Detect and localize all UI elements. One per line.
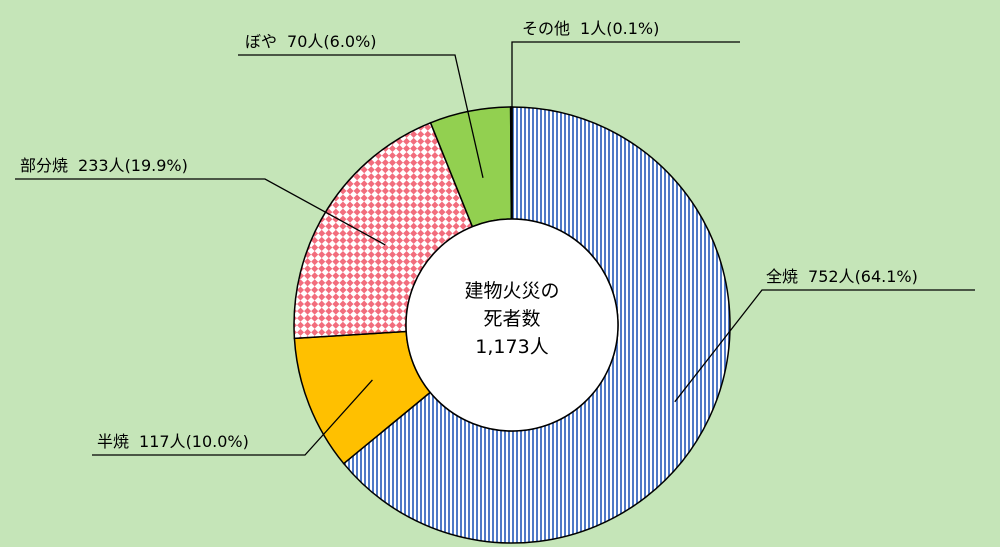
- leader-line-1: [92, 379, 373, 456]
- leader-line-0: [674, 289, 975, 403]
- center-label-line-3: 1,173人: [475, 336, 548, 358]
- leader-line-3: [238, 54, 484, 178]
- slices-layer: [293, 106, 731, 544]
- center-label-line-2: 死者数: [483, 308, 540, 330]
- slice-label-2: 部分焼 233人(19.9%): [20, 156, 188, 175]
- center-label: 建物火災の 死者数 1,173人: [464, 280, 559, 358]
- donut-hole: [405, 218, 619, 432]
- center-label-line-1: 建物火災の: [464, 280, 559, 302]
- slice-label-0: 全焼 752人(64.1%): [766, 267, 918, 286]
- labels-layer: 全焼 752人(64.1%) 半焼 117人(10.0%) 部分焼 233人(19.9%)…: [15, 19, 975, 456]
- slice-label-3: ぼや 70人(6.0%): [245, 32, 377, 51]
- slice-label-1: 半焼 117人(10.0%): [97, 432, 249, 451]
- slice-label-4: その他 1人(0.1%): [522, 19, 659, 38]
- pie-slice-4: [509, 106, 513, 220]
- leader-line-4: [511, 41, 740, 107]
- leader-line-2: [15, 178, 386, 246]
